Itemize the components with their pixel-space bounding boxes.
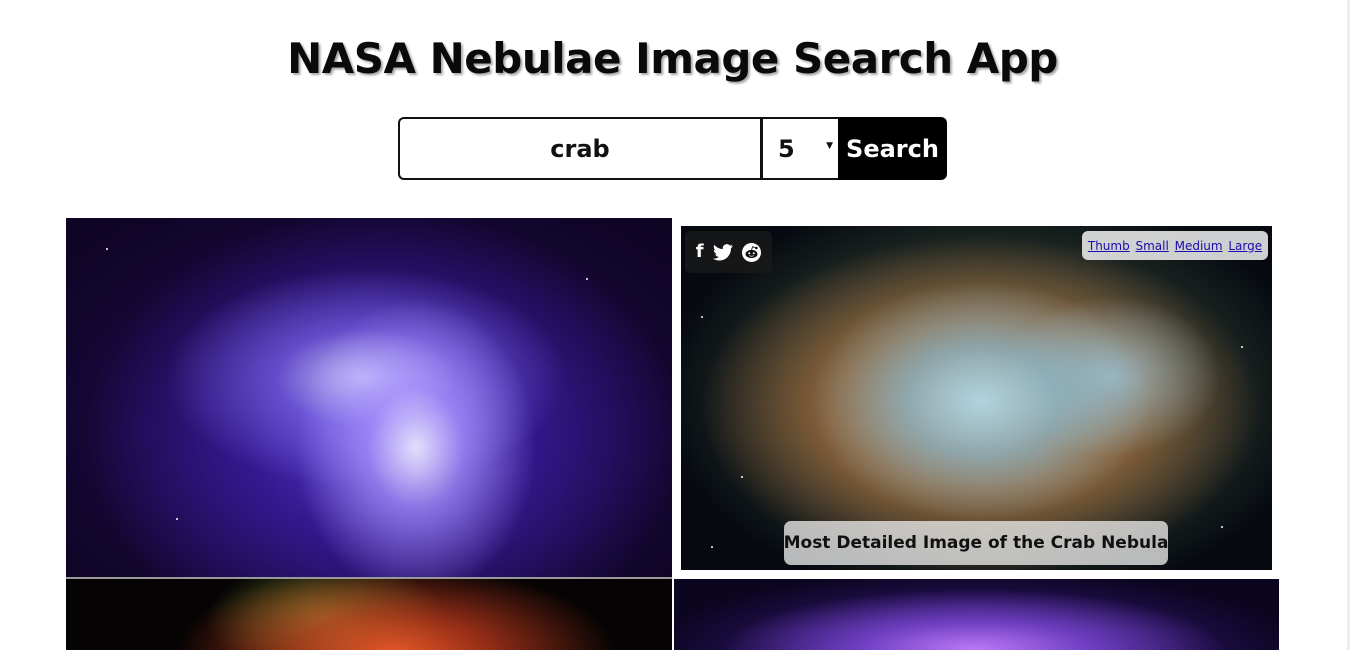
size-links: Thumb Small Medium Large [1082,231,1268,260]
result-image-1[interactable] [66,218,672,579]
reddit-icon[interactable] [742,242,762,262]
search-button[interactable]: Search [838,117,947,180]
search-bar: 5 ▼ Search [398,117,947,180]
chevron-down-icon: ▼ [826,141,833,151]
size-link-large[interactable]: Large [1228,238,1263,253]
scrollbar[interactable] [1347,0,1350,650]
size-link-thumb[interactable]: Thumb [1087,238,1130,253]
reddit-badge [742,242,762,262]
page-title: NASA Nebulae Image Search App [287,34,1058,83]
image-caption: Most Detailed Image of the Crab Nebula [784,521,1168,565]
search-input[interactable] [398,117,760,180]
share-toolbar: f [685,231,772,273]
twitter-icon[interactable] [712,243,733,261]
size-link-small[interactable]: Small [1135,238,1169,253]
result-count-select[interactable]: 5 ▼ [760,117,838,180]
result-image-4[interactable] [674,579,1279,650]
result-image-3[interactable] [66,579,672,650]
facebook-icon[interactable]: f [695,241,704,262]
result-image-2[interactable] [681,226,1272,570]
size-link-medium[interactable]: Medium [1174,238,1223,253]
result-count-value: 5 [778,134,795,163]
